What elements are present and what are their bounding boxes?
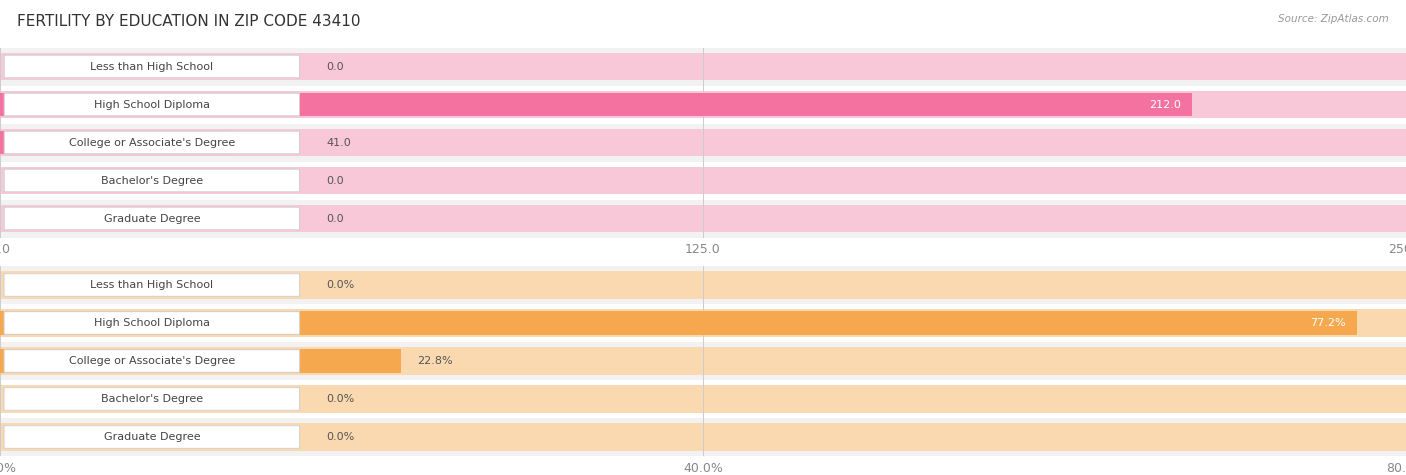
Bar <box>0 124 1406 162</box>
Bar <box>0 48 1406 86</box>
Bar <box>0 309 1406 337</box>
Bar <box>0 347 1406 375</box>
Text: 0.0%: 0.0% <box>326 432 354 442</box>
Text: 0.0: 0.0 <box>326 61 344 72</box>
Bar <box>0 380 1406 418</box>
Bar <box>0 385 1406 413</box>
Text: 41.0: 41.0 <box>326 137 352 148</box>
Text: High School Diploma: High School Diploma <box>94 318 209 328</box>
Text: 212.0: 212.0 <box>1149 99 1181 110</box>
Text: 0.0: 0.0 <box>326 175 344 186</box>
Bar <box>0 311 1357 335</box>
Bar <box>0 129 1406 156</box>
Bar <box>0 266 1406 304</box>
Text: 22.8%: 22.8% <box>418 356 453 366</box>
FancyBboxPatch shape <box>4 426 299 448</box>
Bar <box>0 91 1406 118</box>
Text: FERTILITY BY EDUCATION IN ZIP CODE 43410: FERTILITY BY EDUCATION IN ZIP CODE 43410 <box>17 14 360 29</box>
Bar <box>0 131 231 154</box>
Bar <box>0 418 1406 456</box>
Text: 0.0%: 0.0% <box>326 394 354 404</box>
Bar <box>0 53 1406 80</box>
Text: College or Associate's Degree: College or Associate's Degree <box>69 356 235 366</box>
Bar <box>0 162 1406 199</box>
Text: 77.2%: 77.2% <box>1310 318 1346 328</box>
FancyBboxPatch shape <box>4 93 299 116</box>
Text: Bachelor's Degree: Bachelor's Degree <box>101 175 202 186</box>
Text: Bachelor's Degree: Bachelor's Degree <box>101 394 202 404</box>
FancyBboxPatch shape <box>4 388 299 410</box>
Text: Graduate Degree: Graduate Degree <box>104 432 200 442</box>
FancyBboxPatch shape <box>4 169 299 192</box>
Bar <box>0 304 1406 342</box>
Bar <box>0 86 1406 124</box>
Text: 0.0: 0.0 <box>326 213 344 224</box>
Bar <box>0 342 1406 380</box>
Text: College or Associate's Degree: College or Associate's Degree <box>69 137 235 148</box>
Bar <box>0 349 401 373</box>
FancyBboxPatch shape <box>4 207 299 230</box>
FancyBboxPatch shape <box>4 131 299 154</box>
Text: 0.0%: 0.0% <box>326 280 354 290</box>
Text: Less than High School: Less than High School <box>90 61 214 72</box>
FancyBboxPatch shape <box>4 312 299 334</box>
Bar <box>0 167 1406 194</box>
FancyBboxPatch shape <box>4 274 299 296</box>
Bar <box>0 200 1406 238</box>
Bar <box>0 93 1192 116</box>
Text: Source: ZipAtlas.com: Source: ZipAtlas.com <box>1278 14 1389 24</box>
Text: Graduate Degree: Graduate Degree <box>104 213 200 224</box>
Bar <box>0 423 1406 451</box>
Bar <box>0 271 1406 299</box>
Text: Less than High School: Less than High School <box>90 280 214 290</box>
FancyBboxPatch shape <box>4 350 299 372</box>
Bar <box>0 205 1406 232</box>
FancyBboxPatch shape <box>4 55 299 78</box>
Text: High School Diploma: High School Diploma <box>94 99 209 110</box>
